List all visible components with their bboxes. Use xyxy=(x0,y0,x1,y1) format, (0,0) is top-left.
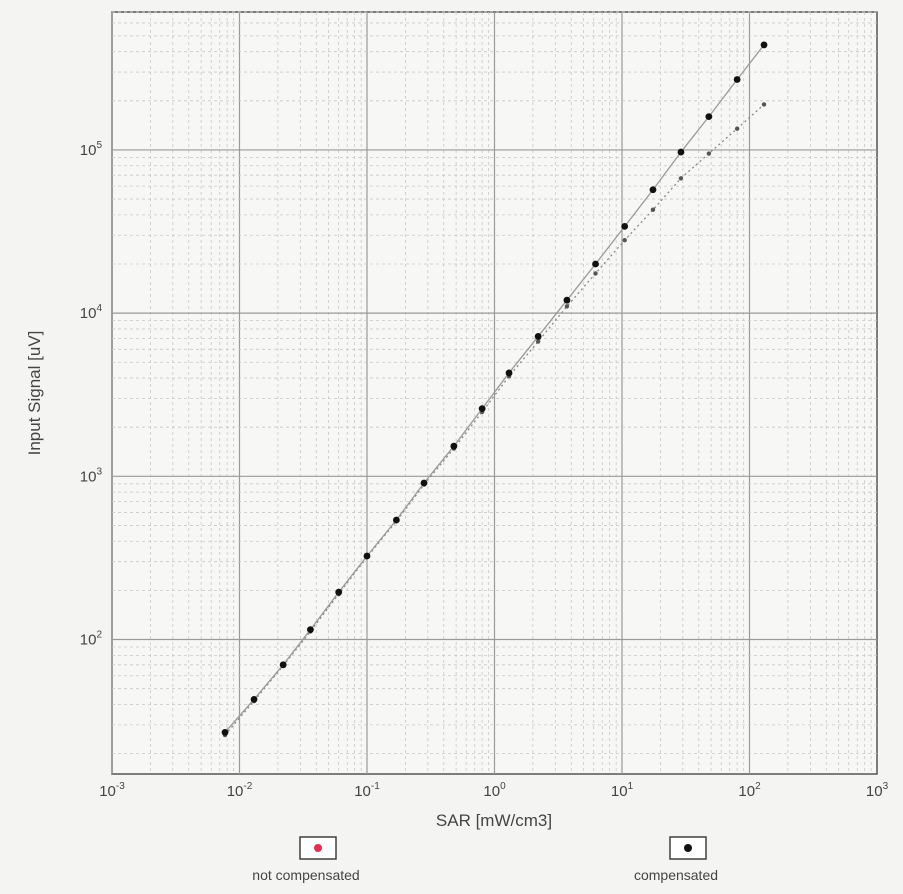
data-point xyxy=(450,442,458,450)
series-line xyxy=(224,103,765,736)
grid xyxy=(111,11,877,774)
series-line xyxy=(224,44,765,733)
data-point xyxy=(761,102,767,107)
y-tick-label: 105 xyxy=(80,140,103,159)
data-point xyxy=(535,339,541,344)
y-tick-label: 102 xyxy=(80,630,103,649)
x-tick-label: 10-3 xyxy=(99,781,125,800)
legend-marker xyxy=(314,844,322,852)
data-point xyxy=(706,151,712,156)
data-point xyxy=(650,207,656,212)
x-tick-label: 10-2 xyxy=(227,781,253,800)
y-tick-labels: 102 103 104 105 xyxy=(80,140,103,649)
legend: not compensated compensated xyxy=(252,836,718,883)
legend-item-compensated: compensated xyxy=(634,836,718,883)
x-tick-label: 10-1 xyxy=(354,781,380,800)
data-point xyxy=(335,588,343,596)
data-point xyxy=(307,626,314,634)
legend-label: not compensated xyxy=(252,867,359,883)
x-tick-labels: 10-3 10-2 10-1 100 101 102 103 xyxy=(99,781,888,800)
data-point xyxy=(760,41,768,49)
y-tick-label: 103 xyxy=(80,466,103,485)
series-compensated xyxy=(221,41,768,736)
data-point xyxy=(250,695,258,703)
data-point xyxy=(564,304,570,309)
data-point xyxy=(621,222,629,230)
data-point xyxy=(505,369,513,377)
series-layer xyxy=(221,41,768,738)
x-tick-label: 101 xyxy=(611,781,634,800)
data-point xyxy=(592,260,599,268)
data-point xyxy=(593,271,598,276)
data-point xyxy=(677,148,685,156)
data-point xyxy=(363,552,371,560)
legend-item-not-compensated: not compensated xyxy=(252,836,360,883)
data-point xyxy=(221,728,229,736)
data-point xyxy=(420,479,428,487)
legend-label: compensated xyxy=(634,867,718,883)
data-point xyxy=(478,405,486,413)
data-point xyxy=(734,126,740,131)
x-tick-label: 100 xyxy=(483,781,506,800)
data-point xyxy=(279,661,287,669)
data-point xyxy=(705,113,713,121)
y-tick-label: 104 xyxy=(80,303,103,322)
data-point xyxy=(733,76,741,83)
data-point xyxy=(622,237,627,243)
data-point xyxy=(534,333,542,340)
legend-marker xyxy=(684,844,692,852)
x-tick-label: 103 xyxy=(866,781,889,800)
data-point xyxy=(678,176,684,181)
x-axis-label: SAR [mW/cm3] xyxy=(436,811,552,830)
data-point xyxy=(392,516,400,524)
y-axis-label: Input Signal [uV] xyxy=(25,331,44,456)
data-point xyxy=(649,186,657,194)
data-point xyxy=(563,296,571,304)
x-tick-label: 102 xyxy=(738,781,761,800)
